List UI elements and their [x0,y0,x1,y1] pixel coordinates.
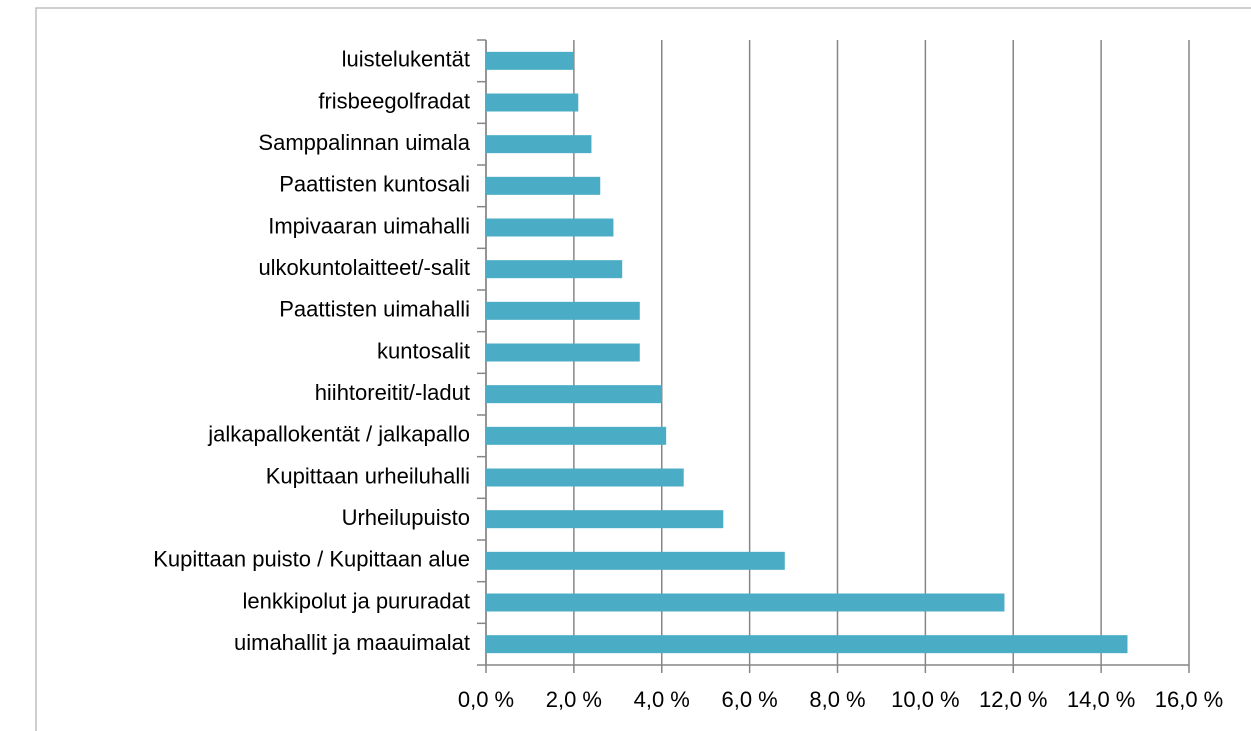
y-tick-label: Kupittaan puisto / Kupittaan alue [153,547,470,572]
x-tick-label: 10,0 % [891,687,960,712]
bar [486,176,601,195]
bar [486,593,1005,612]
y-tick-label: ulkokuntolaitteet/-salit [258,255,470,280]
y-tick-label: hiihtoreitit/-ladut [315,380,470,405]
y-tick-label: Impivaaran uimahalli [268,213,470,238]
x-tick-label: 14,0 % [1067,687,1136,712]
bar [486,51,574,70]
bar [486,260,623,279]
y-tick-label: Kupittaan urheiluhalli [266,463,470,488]
bar [486,135,592,154]
y-tick-label: frisbeegolfradat [318,88,470,113]
y-tick-label: Paattisten uimahalli [279,297,470,322]
bar [486,218,614,237]
x-tick-label: 12,0 % [979,687,1048,712]
x-tick-label: 4,0 % [634,687,690,712]
y-tick-label: luistelukentät [342,47,470,72]
x-tick-label: 2,0 % [546,687,602,712]
x-tick-label: 0,0 % [458,687,514,712]
bar [486,93,579,112]
bar [486,510,724,529]
bar [486,426,667,445]
y-tick-label: jalkapallokentät / jalkapallo [207,422,470,447]
bar [486,343,640,362]
bar [486,301,640,320]
x-tick-label: 16,0 % [1155,687,1224,712]
x-tick-label: 8,0 % [809,687,865,712]
chart-frame [35,7,1251,731]
bar [486,385,662,404]
y-tick-label: Samppalinnan uimala [258,130,470,155]
y-tick-label: Urheilupuisto [342,505,470,530]
bar [486,551,785,570]
x-tick-label: 6,0 % [721,687,777,712]
y-tick-label: uimahallit ja maauimalat [234,630,470,655]
y-tick-label: Paattisten kuntosali [279,172,470,197]
y-tick-label: kuntosalit [377,338,470,363]
bar [486,468,684,487]
bar [486,635,1128,654]
y-tick-label: lenkkipolut ja pururadat [243,588,470,613]
